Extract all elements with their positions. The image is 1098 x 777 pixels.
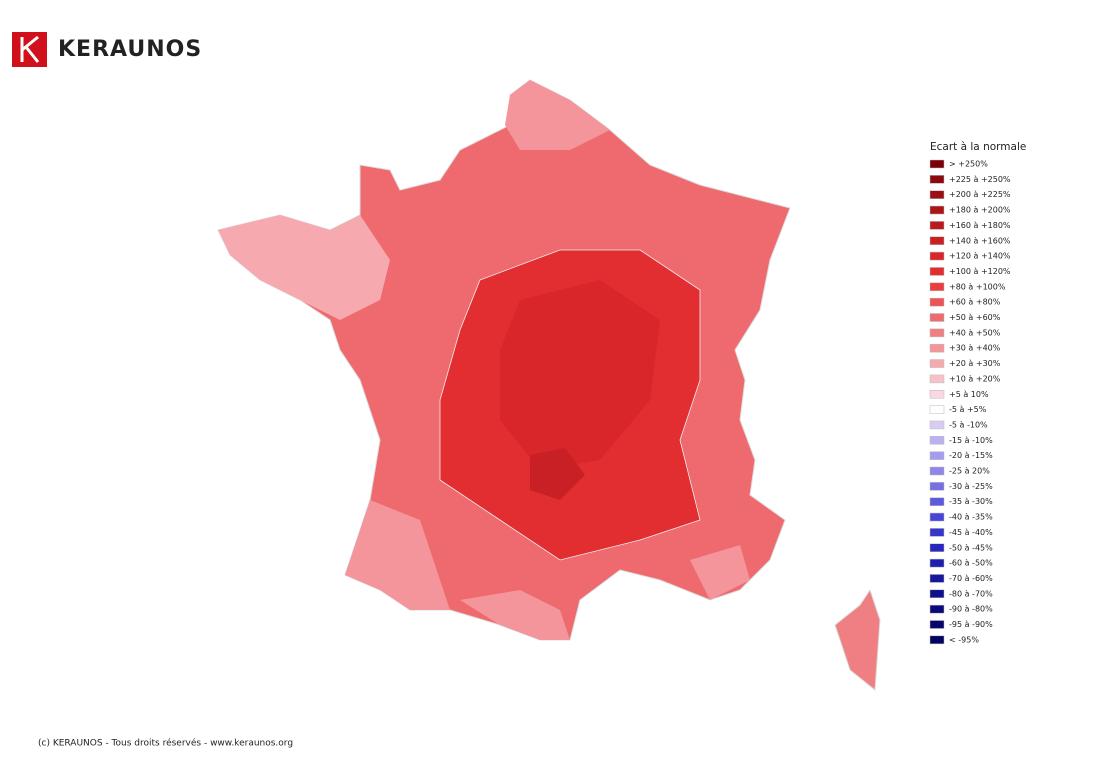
- logo: KERAUNOS: [12, 32, 202, 67]
- legend-label: +100 à +120%: [949, 267, 1011, 276]
- legend-swatch: [929, 313, 945, 322]
- legend-label: +140 à +160%: [949, 236, 1011, 245]
- legend-swatch: [929, 190, 945, 199]
- legend-label: +80 à +100%: [949, 282, 1006, 291]
- legend-swatch: [929, 497, 945, 506]
- legend-label: +5 à 10%: [949, 390, 989, 399]
- legend-label: -70 à -60%: [949, 574, 993, 583]
- legend-swatch: [929, 159, 945, 169]
- legend-label: > +250%: [949, 160, 988, 169]
- core-region: [500, 280, 660, 470]
- legend-swatch: [929, 635, 945, 645]
- southwest: [345, 500, 450, 610]
- legend-label: +200 à +225%: [949, 190, 1011, 199]
- legend-swatch: [929, 282, 945, 292]
- corsica: [834, 588, 881, 691]
- legend-label: < -95%: [949, 635, 979, 644]
- legend-label: +225 à +250%: [949, 175, 1011, 184]
- legend-label: -15 à -10%: [949, 436, 993, 445]
- legend-label: -50 à -45%: [949, 543, 993, 552]
- legend-swatch: [929, 175, 945, 184]
- legend-label: -40 à -35%: [949, 513, 993, 522]
- legend-swatch: [929, 512, 945, 522]
- legend: Ecart à la normale > +250% +225 à +250% +2…: [929, 141, 1026, 645]
- legend-swatch: [929, 436, 945, 445]
- legend-label: +20 à +30%: [949, 359, 1001, 368]
- footer: (c) KERAUNOS - Tous droits réservés - ww…: [38, 738, 293, 749]
- legend-swatch: [929, 604, 945, 614]
- legend-swatch: [929, 589, 945, 599]
- legend-swatch: [929, 205, 945, 215]
- legend-title: Ecart à la normale: [930, 141, 1026, 153]
- legend-swatch: [929, 297, 945, 307]
- legend-swatch: [929, 574, 945, 583]
- legend-swatch: [929, 343, 945, 353]
- north-region: [505, 80, 610, 150]
- brittany: [218, 215, 390, 320]
- legend-label: -35 à -30%: [949, 497, 993, 506]
- legend-label: +60 à +80%: [949, 298, 1001, 307]
- legend-swatch: [929, 390, 945, 399]
- legend-swatch: [929, 528, 945, 537]
- legend-label: -45 à -40%: [949, 528, 993, 537]
- legend-swatch: [929, 451, 945, 460]
- legend-swatch: [929, 221, 945, 230]
- legend-swatch: [929, 620, 945, 629]
- france-map: [217, 79, 881, 691]
- legend-label: -25 à 20%: [949, 467, 990, 476]
- legend-swatch: [929, 267, 945, 276]
- legend-swatch: [929, 328, 945, 338]
- legend-label: -80 à -70%: [949, 589, 993, 598]
- darkest-region: [530, 448, 585, 500]
- legend-label: +10 à +20%: [949, 374, 1001, 383]
- legend-label: -20 à -15%: [949, 451, 993, 460]
- provence: [690, 545, 750, 600]
- legend-swatch: [929, 405, 945, 414]
- south-coast: [460, 590, 570, 640]
- legend-swatch: [929, 251, 945, 261]
- legend-swatch: [929, 466, 945, 476]
- legend-label: +40 à +50%: [949, 328, 1001, 337]
- legend-label: -5 à +5%: [949, 405, 987, 414]
- legend-label: -30 à -25%: [949, 482, 993, 491]
- legend-swatch: [929, 236, 945, 245]
- legend-label: +50 à +60%: [949, 313, 1001, 322]
- legend-label: -60 à -50%: [949, 559, 993, 568]
- legend-swatch: [929, 359, 945, 368]
- legend-swatch: [929, 374, 945, 384]
- legend-swatch: [929, 482, 945, 491]
- legend-swatch: [929, 558, 945, 568]
- legend-swatch: [929, 543, 945, 552]
- legend-label: +120 à +140%: [949, 252, 1011, 261]
- brand: KERAUNOS: [58, 37, 202, 62]
- legend-label: -95 à -90%: [949, 620, 993, 629]
- legend-label: +180 à +200%: [949, 206, 1011, 215]
- legend-label: -5 à -10%: [949, 420, 988, 429]
- legend-label: +160 à +180%: [949, 221, 1011, 230]
- legend-label: +30 à +40%: [949, 344, 1001, 353]
- legend-label: -90 à -80%: [949, 605, 993, 614]
- legend-swatch: [929, 420, 945, 430]
